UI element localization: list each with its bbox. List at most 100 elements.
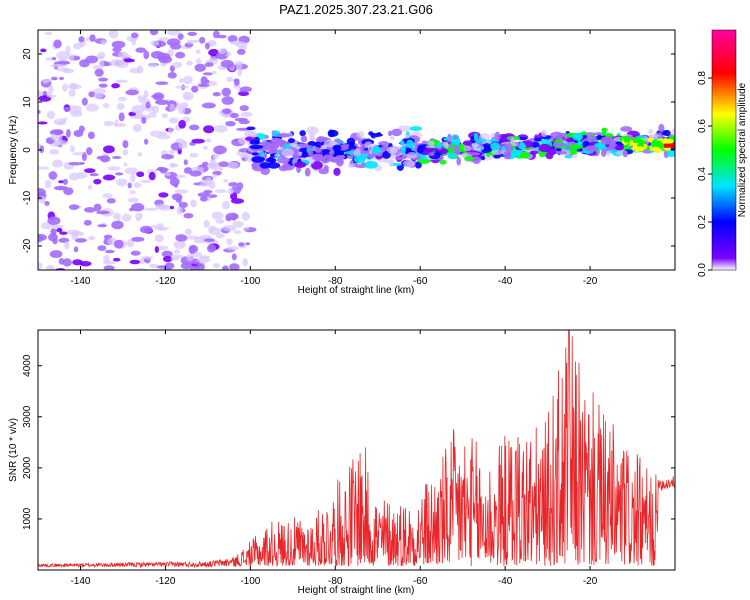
heatmap-cell	[600, 136, 615, 145]
heatmap-cell	[462, 140, 473, 146]
heatmap-cell	[191, 138, 205, 144]
heatmap-cell	[242, 227, 250, 231]
heatmap-cell	[229, 112, 239, 119]
heatmap-cell	[85, 37, 91, 41]
heatmap-cell	[122, 140, 129, 149]
heatmap-cell	[480, 155, 485, 161]
heatmap-cell	[383, 159, 395, 164]
heatmap-cell	[51, 56, 57, 61]
heatmap-cell	[182, 91, 194, 101]
heatmap-cell	[72, 42, 83, 50]
heatmap-cell	[129, 68, 140, 74]
heatmap-cell	[196, 263, 205, 270]
heatmap-cell	[540, 129, 548, 138]
heatmap-cell	[74, 238, 87, 243]
heatmap-cell	[147, 112, 157, 119]
colorbar-ticks: 0.0 0.2 0.4 0.6 0.8	[697, 71, 712, 277]
heatmap-cell	[173, 240, 186, 250]
heatmap-cell	[353, 148, 361, 157]
heatmap-cell	[102, 193, 113, 198]
heatmap-cell	[223, 178, 229, 183]
heatmap-cell	[205, 79, 210, 84]
heatmap-cell	[169, 205, 175, 210]
heatmap-cell	[225, 212, 239, 221]
heatmap-cell	[239, 105, 249, 112]
heatmap-cell	[216, 233, 225, 239]
heatmap-cell	[308, 133, 316, 141]
heatmap-cell	[569, 147, 578, 155]
heatmap-cell	[135, 47, 147, 53]
heatmap-cell	[173, 249, 181, 254]
snr-x-tick-label: -20	[583, 576, 598, 587]
spectrogram-y-tick-label: -20	[22, 238, 33, 253]
heatmap-cell	[227, 35, 238, 43]
heatmap-cell	[44, 31, 53, 36]
heatmap-cell	[299, 130, 306, 137]
heatmap-cell	[209, 158, 217, 168]
heatmap-cell	[201, 102, 216, 109]
heatmap-cell	[217, 34, 227, 39]
heatmap-cell	[141, 116, 147, 124]
heatmap-cell	[112, 257, 121, 262]
heatmap-cell	[178, 141, 188, 149]
heatmap-cell	[364, 141, 373, 148]
heatmap-cell	[197, 83, 210, 87]
heatmap-cell	[100, 39, 107, 46]
heatmap-cell	[194, 63, 207, 72]
heatmap-cell	[112, 155, 122, 159]
heatmap-cell	[115, 79, 129, 83]
spectrogram-ylabel: Frequency (Hz)	[8, 116, 19, 185]
heatmap-cell	[177, 33, 184, 41]
heatmap-cell	[579, 132, 588, 136]
heatmap-cell	[519, 142, 526, 150]
heatmap-cell	[122, 149, 129, 156]
heatmap-cell	[614, 144, 625, 151]
spectrogram-x-tick-label: -140	[70, 276, 90, 287]
snr-y-tick-label: 1000	[22, 507, 33, 530]
heatmap-cell	[174, 189, 189, 194]
heatmap-cell	[671, 127, 675, 137]
heatmap-cell	[62, 178, 68, 185]
heatmap-cell	[63, 106, 71, 112]
heatmap-cell	[131, 105, 145, 114]
heatmap-cell	[52, 237, 58, 245]
heatmap-cell	[437, 149, 449, 154]
heatmap-cell	[267, 162, 281, 169]
heatmap-cell	[87, 131, 95, 140]
heatmap-cell	[278, 146, 284, 151]
heatmap-cell	[425, 145, 436, 149]
heatmap-cell	[190, 199, 197, 208]
heatmap-cell	[261, 141, 274, 151]
heatmap-cell	[132, 123, 142, 132]
heatmap-cell	[143, 138, 149, 145]
heatmap-cell	[399, 140, 405, 144]
heatmap-cell	[259, 162, 271, 169]
heatmap-cell	[235, 62, 243, 71]
heatmap-cell	[130, 32, 139, 39]
heatmap-cell	[51, 76, 58, 81]
heatmap-cell	[227, 188, 235, 195]
heatmap-cell	[170, 257, 179, 261]
heatmap-cell	[323, 139, 337, 148]
heatmap-cell	[47, 216, 61, 226]
heatmap-cell	[222, 108, 232, 115]
heatmap-cell	[93, 178, 102, 185]
heatmap-cell	[87, 184, 93, 190]
heatmap-cell	[376, 132, 382, 136]
heatmap-cell	[169, 103, 175, 112]
heatmap-cell	[85, 55, 99, 64]
heatmap-cell	[186, 39, 194, 45]
heatmap-cell	[192, 251, 203, 258]
heatmap-cell	[206, 244, 217, 253]
heatmap-cell	[155, 81, 169, 85]
heatmap-cell	[473, 132, 479, 142]
heatmap-cell	[320, 148, 331, 153]
heatmap-cell	[41, 78, 53, 83]
heatmap-cell	[652, 142, 657, 148]
heatmap-cell	[323, 154, 331, 160]
heatmap-cell	[215, 218, 225, 224]
heatmap-cell	[170, 163, 179, 168]
heatmap-cell	[113, 239, 124, 249]
heatmap-cell	[85, 103, 99, 112]
heatmap-cell	[179, 102, 189, 109]
